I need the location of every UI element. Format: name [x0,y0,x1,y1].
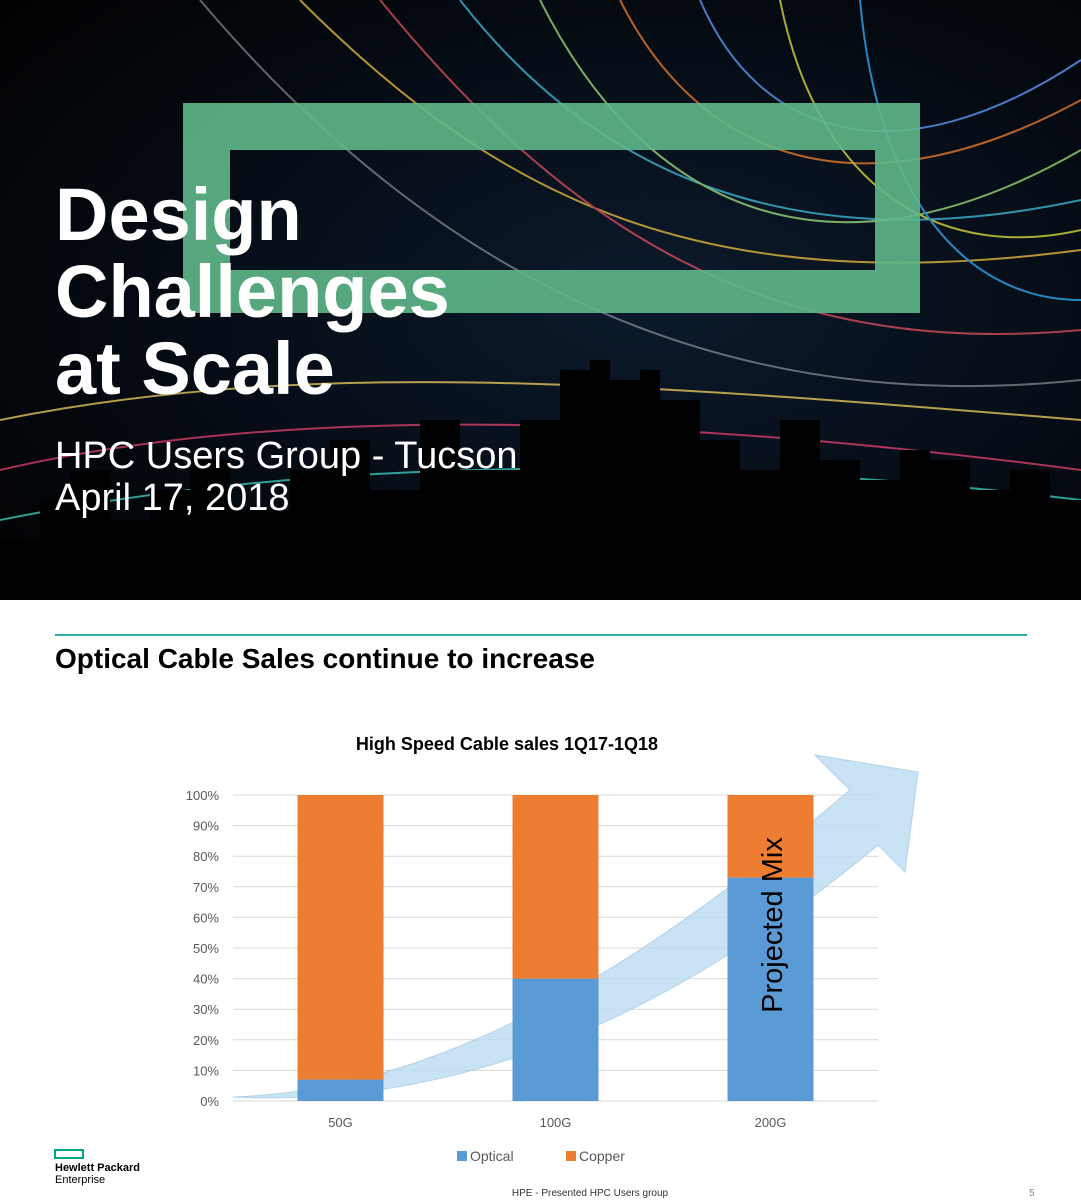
date: April 17, 2018 [55,477,290,519]
subtitle: HPC Users Group - Tucson [55,435,517,477]
legend-swatch [457,1151,467,1161]
y-tick-label: 40% [193,972,219,987]
bar-segment [297,795,384,1080]
annotation: Projected Mix [757,837,789,1013]
x-tick-label: 50G [328,1115,353,1130]
title-line: at Scale [55,327,335,410]
y-tick-label: 20% [193,1033,219,1048]
y-tick-label: 0% [200,1094,219,1109]
logo-text: Hewlett Packard [55,1162,140,1174]
y-tick-label: 90% [193,819,219,834]
logo-mark [54,1149,84,1159]
legend-swatch [566,1151,576,1161]
bar-segment [297,1079,384,1101]
x-tick-label: 200G [755,1115,787,1130]
bar-segment [512,978,599,1101]
page-number: 5 [1029,1188,1035,1199]
title-line: Design [55,173,302,256]
chart: High Speed Cable sales 1Q17-1Q18 0% 10% 20… [186,734,919,1164]
content-slide: Optical Cable Sales continue to increase… [54,634,1035,1199]
skyline [0,360,1081,600]
slide-heading: Optical Cable Sales continue to increase [55,643,595,674]
x-tick-label: 100G [540,1115,572,1130]
y-tick-label: 60% [193,910,219,925]
y-tick-label: 50% [193,941,219,956]
footer: HPE - Presented HPC Users group [512,1188,669,1199]
bar-segment [727,795,814,878]
hpe-element [183,103,920,313]
y-tick-label: 10% [193,1063,219,1078]
logo-text: Enterprise [55,1174,105,1186]
legend-label: Optical [470,1148,514,1164]
y-tick-label: 80% [193,849,219,864]
y-tick-label: 70% [193,880,219,895]
y-tick-label: 100% [186,788,220,803]
bar-segment [512,795,599,979]
title-slide: Design Challenges at Scale HPC Users Gro… [0,0,1081,600]
legend-label: Copper [579,1148,625,1164]
bar-segment [727,877,814,1101]
y-tick-label: 30% [193,1002,219,1017]
chart-title: High Speed Cable sales 1Q17-1Q18 [356,734,658,754]
title-line: Challenges [55,250,450,333]
